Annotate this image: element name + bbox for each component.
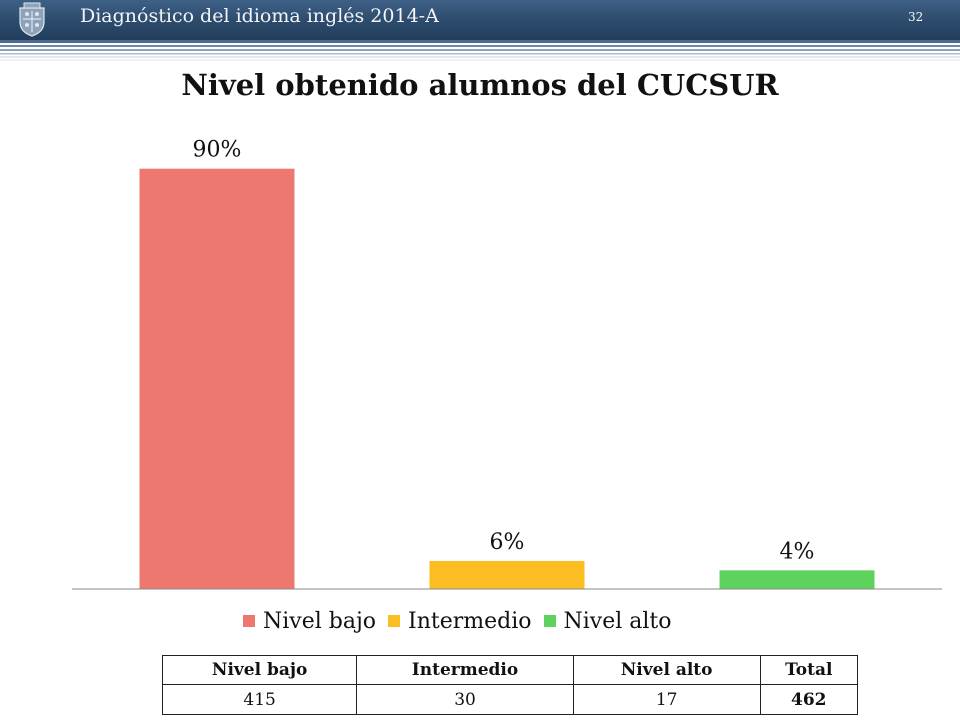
legend-item-intermedio: Intermedio bbox=[388, 608, 532, 634]
table-header-row: Nivel bajo Intermedio Nivel alto Total bbox=[161, 655, 859, 685]
table-cell: 30 bbox=[356, 684, 574, 715]
table-cell-total: 462 bbox=[759, 684, 859, 715]
data-label: 90% bbox=[193, 138, 242, 163]
presentation-title: Diagnóstico del idioma inglés 2014-A bbox=[80, 5, 439, 27]
slide-number: 32 bbox=[908, 10, 924, 24]
legend-label: Intermedio bbox=[408, 608, 532, 634]
legend-swatch bbox=[243, 615, 255, 627]
table-row: 415 30 17 462 bbox=[161, 684, 859, 715]
chart-title: Nivel obtenido alumnos del CUCSUR bbox=[181, 68, 779, 102]
header-stripes bbox=[0, 40, 960, 61]
table-header-cell: Nivel bajo bbox=[161, 655, 358, 685]
table-header-cell: Nivel alto bbox=[572, 655, 761, 685]
bar-intermedio bbox=[429, 560, 585, 589]
data-label: 4% bbox=[780, 539, 815, 564]
legend-swatch bbox=[543, 615, 556, 627]
table-cell: 415 bbox=[161, 684, 358, 715]
table-cell: 17 bbox=[572, 684, 761, 715]
table-header-cell: Intermedio bbox=[356, 655, 574, 685]
legend-label: Nivel bajo bbox=[263, 608, 377, 634]
bar-nivel-bajo bbox=[139, 168, 295, 589]
header-background bbox=[0, 0, 960, 40]
results-table: Nivel bajo Intermedio Nivel alto Total 4… bbox=[161, 655, 859, 715]
university-shield-icon bbox=[19, 2, 45, 37]
legend-item-nivel-alto: Nivel alto bbox=[543, 608, 672, 634]
table-header-cell: Total bbox=[759, 655, 859, 685]
legend-label: Nivel alto bbox=[563, 608, 672, 634]
bar-nivel-alto bbox=[719, 570, 875, 589]
bar-chart: 90% 6% 4% bbox=[72, 138, 942, 590]
chart-legend: Nivel bajo Intermedio Nivel alto bbox=[243, 606, 684, 636]
legend-item-nivel-bajo: Nivel bajo bbox=[243, 609, 376, 634]
data-label: 6% bbox=[490, 530, 525, 555]
header-bar: Diagnóstico del idioma inglés 2014-A 32 bbox=[0, 0, 960, 40]
legend-swatch bbox=[388, 615, 401, 627]
